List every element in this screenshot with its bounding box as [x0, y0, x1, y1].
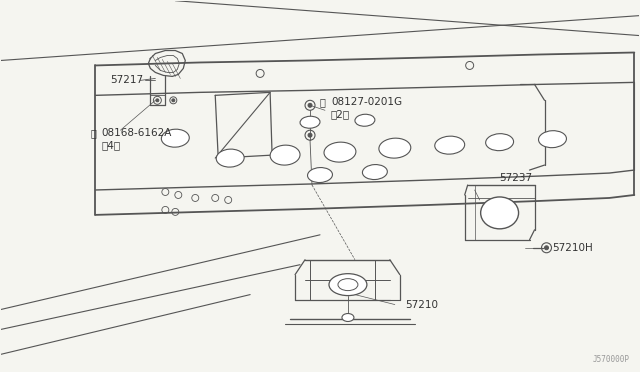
Text: 57210: 57210: [405, 299, 438, 310]
Ellipse shape: [270, 145, 300, 165]
Circle shape: [156, 99, 159, 102]
Text: 〈2〉: 〈2〉: [331, 109, 350, 119]
Text: Ⓑ: Ⓑ: [320, 97, 326, 107]
Ellipse shape: [324, 142, 356, 162]
Text: 57237: 57237: [500, 173, 532, 183]
Text: J570000P: J570000P: [593, 355, 629, 364]
Circle shape: [545, 246, 548, 250]
Ellipse shape: [161, 129, 189, 147]
Ellipse shape: [342, 314, 354, 321]
Text: 08168-6162A: 08168-6162A: [102, 128, 172, 138]
Ellipse shape: [216, 149, 244, 167]
Circle shape: [172, 99, 175, 102]
Circle shape: [308, 103, 312, 107]
Ellipse shape: [308, 167, 332, 183]
Ellipse shape: [481, 197, 518, 229]
Text: 08127-0201G: 08127-0201G: [331, 97, 402, 107]
Text: Ⓑ: Ⓑ: [90, 128, 97, 138]
Ellipse shape: [379, 138, 411, 158]
Ellipse shape: [355, 114, 375, 126]
Ellipse shape: [486, 134, 513, 151]
Text: 〈4〉: 〈4〉: [102, 140, 120, 150]
Circle shape: [308, 133, 312, 137]
Ellipse shape: [338, 279, 358, 291]
Ellipse shape: [435, 136, 465, 154]
Text: 57217: 57217: [111, 76, 143, 86]
Ellipse shape: [329, 274, 367, 296]
Text: 57210H: 57210H: [552, 243, 593, 253]
Ellipse shape: [362, 164, 387, 180]
Ellipse shape: [538, 131, 566, 148]
Ellipse shape: [300, 116, 320, 128]
